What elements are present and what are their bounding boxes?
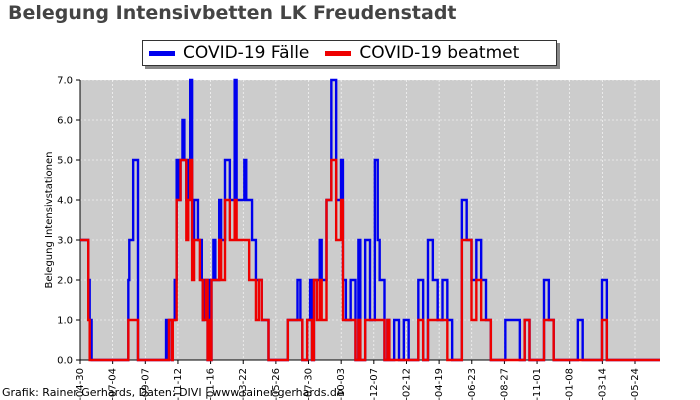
x-tick-label: -02-12 — [401, 368, 412, 400]
x-tick-label: -05-24 — [630, 368, 641, 400]
x-tick-label: -07-30 — [304, 368, 315, 400]
y-axis-label: Belegung Intensivstationen — [44, 151, 55, 288]
x-tick-label: -12-07 — [369, 368, 380, 400]
series-line-beatmet — [80, 158, 660, 362]
x-tick-label: -04-19 — [434, 368, 445, 400]
legend-item-faelle: COVID-19 Fälle — [149, 43, 309, 63]
legend-swatch-beatmet — [325, 50, 352, 56]
x-tick-label: -01-16 — [206, 368, 217, 400]
y-tick-label: 1.0 — [57, 316, 73, 327]
x-tick-label: -11-01 — [532, 368, 543, 400]
chart-legend: COVID-19 Fälle COVID-19 beatmet — [142, 40, 557, 66]
x-tick-label: -07-04 — [108, 368, 119, 400]
x-tick-label: -03-14 — [597, 368, 608, 400]
legend-item-beatmet: COVID-19 beatmet — [325, 43, 519, 63]
y-tick-label: 5.0 — [57, 156, 73, 167]
legend-label-faelle: COVID-19 Fälle — [183, 43, 310, 63]
x-tick-label: -10-03 — [336, 368, 347, 400]
x-tick-label: -09-07 — [140, 368, 151, 400]
x-tick-label: -05-26 — [271, 368, 282, 400]
y-tick-label: 0.0 — [57, 356, 73, 367]
page-title: Belegung Intensivbetten LK Freudenstadt — [8, 2, 457, 24]
legend-label-beatmet: COVID-19 beatmet — [359, 43, 520, 63]
x-tick-label: -01-08 — [565, 368, 576, 400]
x-tick-label: -08-27 — [499, 368, 510, 400]
x-tick-label: -03-22 — [238, 368, 249, 400]
x-tick-label: -04-30 — [75, 368, 86, 400]
y-tick-label: 4.0 — [57, 196, 73, 207]
y-tick-label: 3.0 — [57, 236, 73, 247]
x-tick-label: -11-12 — [173, 368, 184, 400]
y-tick-label: 2.0 — [57, 276, 73, 287]
y-tick-label: 7.0 — [57, 76, 73, 87]
legend-swatch-faelle — [149, 50, 175, 56]
x-tick-label: -06-23 — [467, 368, 478, 400]
credit-text: Grafik: Rainer Gerhards, Daten: DIVI | w… — [2, 386, 344, 399]
y-tick-label: 6.0 — [57, 116, 73, 127]
